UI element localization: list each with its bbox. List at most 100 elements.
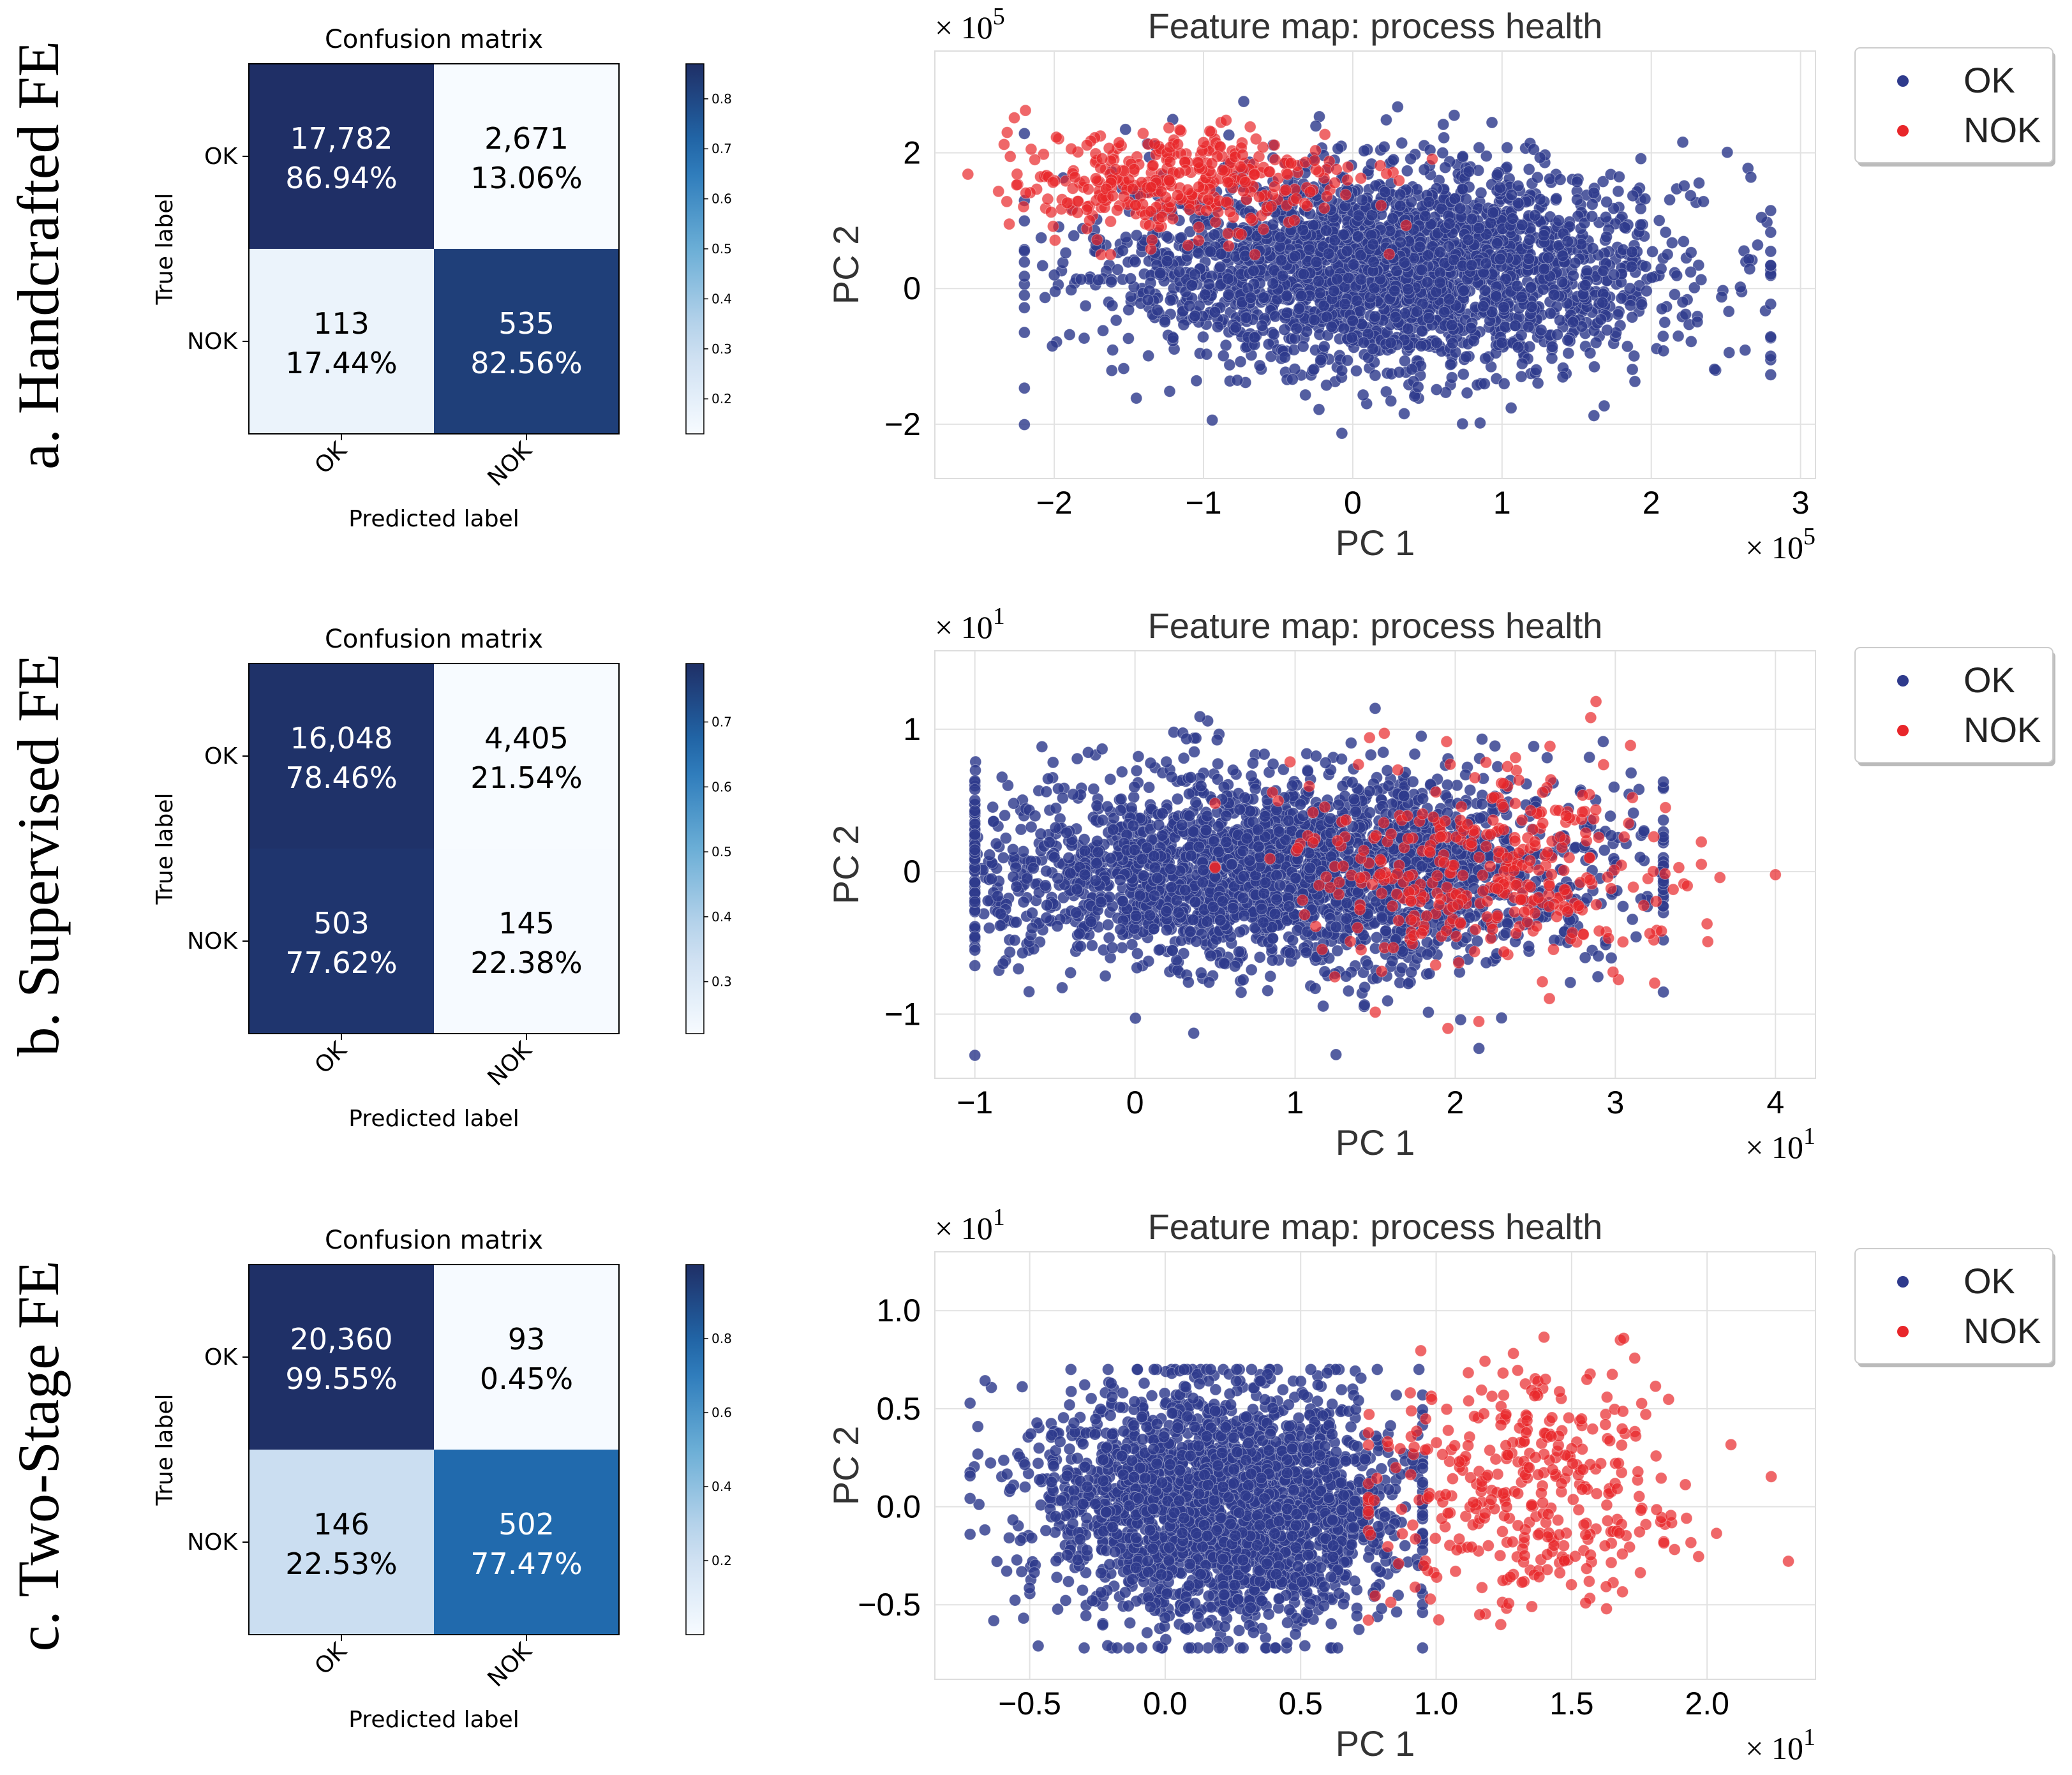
ok-point	[1562, 334, 1574, 346]
ok-point	[1308, 364, 1320, 375]
ok-point	[1338, 323, 1350, 334]
ok-point	[1388, 154, 1399, 165]
ok-point	[1599, 400, 1610, 412]
ok-point	[1389, 285, 1400, 297]
ok-point	[1419, 211, 1431, 222]
nok-point	[1072, 207, 1084, 218]
ok-point	[1523, 321, 1534, 332]
cm-percent: 86.94%	[285, 161, 397, 195]
ok-point	[1613, 309, 1624, 320]
nok-point	[1383, 248, 1395, 260]
colorbar-tick-label: 0.3	[712, 341, 732, 357]
ok-point	[1018, 245, 1030, 256]
ok-point	[1457, 183, 1468, 195]
nok-point	[1163, 175, 1175, 186]
ok-point	[1696, 274, 1707, 285]
nok-point	[1145, 182, 1157, 193]
nok-point	[1200, 205, 1212, 216]
nok-point	[993, 186, 1004, 197]
ok-point	[1494, 253, 1506, 265]
nok-point	[1210, 216, 1221, 228]
ok-point	[1630, 931, 1642, 942]
ok-point	[1385, 396, 1397, 407]
ok-point	[1382, 995, 1394, 1007]
ok-point	[1009, 935, 1020, 946]
ok-point	[1454, 203, 1466, 214]
ok-point	[1056, 982, 1068, 993]
ok-point	[1443, 293, 1455, 305]
ok-point	[1491, 237, 1503, 249]
ok-point	[1538, 230, 1549, 241]
ok-point	[1602, 324, 1613, 336]
nok-point	[1217, 165, 1228, 176]
nok-point	[1204, 125, 1216, 137]
cm-percent: 22.38%	[470, 946, 582, 980]
ok-point	[1422, 276, 1433, 288]
ok-point	[1548, 289, 1560, 301]
ok-point	[1029, 810, 1041, 822]
nok-point	[1393, 175, 1405, 186]
ok-point	[1716, 292, 1727, 303]
ok-point	[1489, 740, 1501, 752]
ok-point	[1338, 229, 1350, 241]
nok-point	[1193, 235, 1204, 246]
ok-point	[1143, 955, 1154, 967]
y-tick-label: 1	[903, 711, 921, 747]
ok-point	[1565, 977, 1576, 988]
ok-point	[1457, 369, 1469, 380]
nok-point	[1321, 191, 1332, 202]
ok-point	[1571, 176, 1583, 188]
ok-point	[1047, 340, 1058, 352]
ok-point	[1258, 292, 1269, 304]
ok-point	[1107, 300, 1118, 311]
nok-point	[1156, 211, 1168, 223]
ok-point	[1457, 151, 1468, 162]
x-tick-label: 1	[1286, 1085, 1304, 1120]
ok-point	[1165, 295, 1176, 306]
ok-point	[1666, 237, 1678, 249]
ok-point	[1680, 309, 1692, 320]
ok-point	[1523, 940, 1535, 952]
ok-point	[1660, 227, 1671, 238]
ok-point	[1692, 316, 1703, 328]
ok-point	[1528, 741, 1539, 752]
ok-point	[1544, 173, 1555, 184]
ok-point	[1332, 143, 1344, 154]
nok-point	[1355, 172, 1367, 184]
ok-point	[1212, 758, 1224, 769]
nok-point	[1258, 223, 1269, 235]
ok-point	[1086, 940, 1098, 951]
nok-point	[1049, 235, 1061, 246]
cm-percent: 78.46%	[285, 761, 397, 795]
ok-point	[1396, 137, 1408, 149]
cm-count: 503	[313, 906, 369, 940]
nok-point	[1146, 234, 1158, 246]
nok-point	[1249, 249, 1261, 260]
ok-point	[1178, 752, 1189, 764]
nok-point	[1061, 197, 1073, 209]
ok-point	[1496, 337, 1508, 348]
nok-point	[1288, 215, 1300, 227]
x-tick-label: −1	[957, 1085, 993, 1120]
ok-point	[1405, 153, 1417, 165]
ok-point	[1475, 187, 1487, 198]
x-tick-label: −2	[1036, 485, 1073, 521]
x-exponent: 5	[1803, 523, 1815, 550]
ok-point	[1355, 274, 1367, 285]
ok-point	[1212, 321, 1223, 332]
nok-point	[1193, 181, 1205, 193]
ok-point	[1131, 392, 1142, 404]
ok-point	[1129, 1013, 1141, 1024]
nok-point	[1174, 124, 1186, 136]
ok-point	[1036, 232, 1047, 244]
ok-point	[1500, 321, 1511, 332]
ok-point	[1265, 970, 1276, 982]
cm-cell	[434, 849, 619, 1034]
ok-point	[1080, 300, 1091, 311]
x-tick-label: 2	[1447, 1085, 1465, 1120]
nok-point	[1318, 202, 1330, 214]
ok-point	[1438, 119, 1449, 130]
nok-point	[1220, 114, 1232, 126]
ok-point	[1525, 282, 1537, 293]
nok-point	[1250, 133, 1262, 145]
